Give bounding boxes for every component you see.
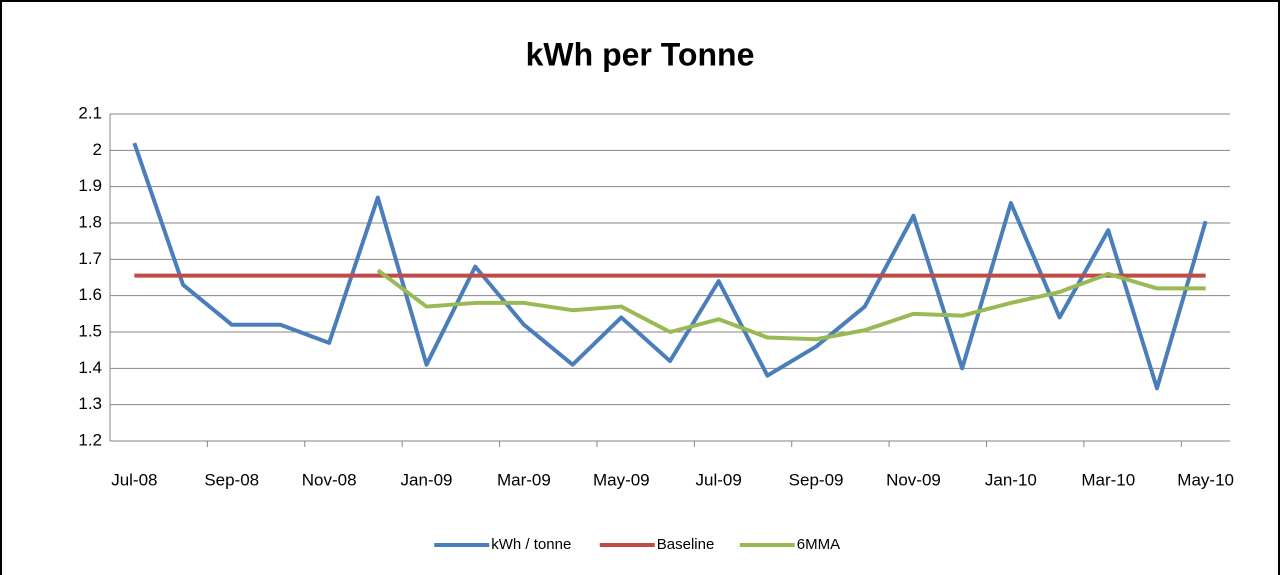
y-tick-label: 1.3 [78,394,102,413]
y-tick-label: 2.1 [78,103,102,122]
x-tick-label: Jan-09 [401,470,453,489]
y-tick-label: 1.8 [78,212,102,231]
x-tick-label: Jul-09 [696,470,742,489]
x-tick-label: Mar-10 [1081,470,1135,489]
y-tick-label: 1.7 [78,249,102,268]
x-tick-label: May-10 [1177,470,1234,489]
y-tick-label: 1.2 [78,430,102,449]
y-tick-label: 1.9 [78,176,102,195]
x-tick-label: Sep-09 [789,470,844,489]
y-tick-label: 1.4 [78,358,102,377]
chart-title: kWh per Tonne [526,36,755,72]
y-tick-label: 2 [93,140,102,159]
x-tick-label: May-09 [593,470,650,489]
x-tick-label: Nov-09 [886,470,941,489]
legend-label: Baseline [657,536,715,553]
x-tick-label: Nov-08 [302,470,357,489]
series-line [376,268,1206,342]
x-tick-label: Jan-10 [985,470,1037,489]
x-tick-label: Sep-08 [204,470,259,489]
x-tick-label: Jul-08 [111,470,157,489]
series-line [132,142,1208,391]
legend-label: 6MMA [797,536,840,553]
x-tick-label: Mar-09 [497,470,551,489]
legend-label: kWh / tonne [491,536,571,553]
y-tick-label: 1.6 [78,285,102,304]
y-tick-label: 1.5 [78,321,102,340]
